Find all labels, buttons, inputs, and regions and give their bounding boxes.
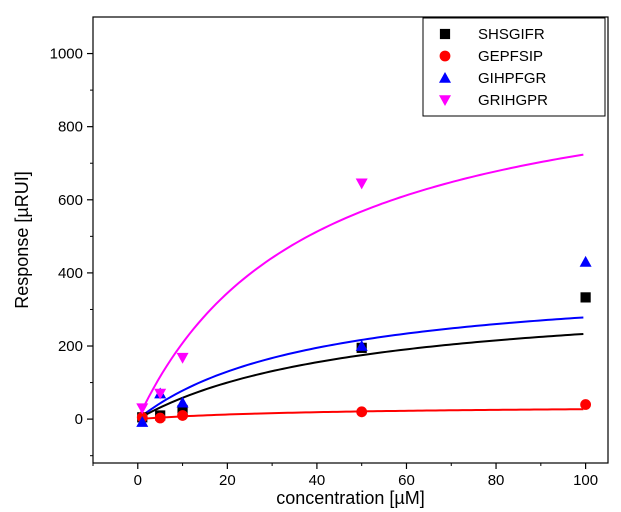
data-point-gihpfgr (579, 255, 592, 267)
plot-border (92, 16, 609, 464)
legend-label: GRIHGPR (478, 92, 548, 109)
x-tick-label: 40 (309, 472, 326, 489)
data-point-gihpfgr (176, 396, 189, 408)
legend-marker (439, 28, 451, 40)
y-tick-label: 400 (58, 265, 83, 282)
y-tick-label: 200 (58, 338, 83, 355)
legend: SHSGIFR GEPFSIP GIHPFGR GRIHGPR (422, 17, 606, 117)
x-tick-label: 100 (573, 472, 598, 489)
data-point-shsgifr (580, 292, 591, 303)
data-point-gepfsip (356, 406, 368, 418)
legend-label: SHSGIFR (478, 26, 545, 43)
data-point-grihgpr (355, 178, 368, 190)
legend-label: GEPFSIP (478, 48, 543, 65)
data-point-shsgifr (177, 404, 188, 416)
y-tick-label: 600 (58, 192, 83, 209)
legend-marker (439, 95, 451, 106)
data-point-gepfsip (154, 412, 166, 424)
y-tick-label: 800 (58, 119, 83, 136)
y-tick-label: 1000 (50, 46, 83, 63)
plot-frame (92, 16, 609, 464)
legend-marker (439, 72, 451, 83)
data-point-grihgpr (154, 388, 167, 400)
x-tick-label: 20 (219, 472, 236, 489)
x-tick-label: 80 (488, 472, 505, 489)
data-point-gihpfgr (355, 340, 368, 351)
fit-curve-shsgifr (139, 332, 584, 419)
x-tick-label: 60 (398, 472, 415, 489)
legend-marker (439, 50, 451, 62)
fit-curve-grihgpr (139, 153, 584, 415)
fit-curves (139, 153, 584, 420)
x-axis-ticks: 0 20 40 60 80 100 (92, 463, 598, 489)
y-axis-title: Response [µRUI] (12, 171, 32, 308)
y-tick-label: 0 (75, 411, 83, 428)
fit-curve-gihpfgr (139, 316, 584, 419)
data-points (136, 67, 592, 427)
legend-label: GIHPFGR (478, 70, 547, 87)
data-point-gepfsip (580, 399, 592, 410)
data-point-grihgpr (176, 352, 189, 364)
x-axis-title: concentration [µM] (276, 488, 424, 508)
data-point-gihpfgr (136, 416, 149, 427)
y-axis-ticks: 0 200 400 600 800 1000 (50, 46, 93, 457)
legend-box (422, 17, 606, 117)
data-point-grihgpr (136, 403, 149, 415)
data-point-gepfsip (177, 410, 188, 421)
x-tick-label: 0 (134, 472, 142, 489)
